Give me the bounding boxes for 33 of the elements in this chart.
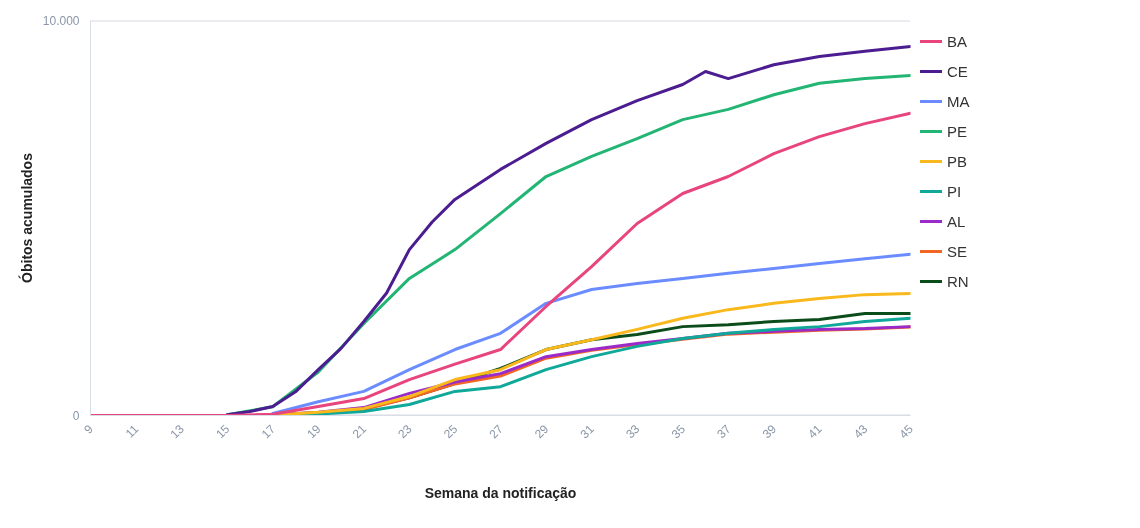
legend-label: MA	[947, 92, 970, 110]
x-tick-label: 29	[532, 421, 552, 442]
x-tick-label: 17	[258, 421, 279, 442]
x-tick-label: 45	[896, 421, 917, 442]
x-tick-label: 43	[850, 421, 871, 442]
x-tick-label: 13	[167, 421, 188, 442]
x-tick-label: 37	[714, 421, 734, 442]
x-tick-label: 9	[81, 421, 97, 437]
y-axis-title: Óbitos acumulados	[17, 152, 35, 283]
y-tick-label: 0	[72, 409, 80, 423]
legend-label: CE	[947, 62, 968, 80]
x-tick-label: 39	[759, 421, 780, 442]
legend-label: PI	[947, 182, 963, 200]
legend-label: BA	[947, 32, 968, 50]
x-tick-label: 31	[577, 421, 598, 442]
x-tick-label: 23	[395, 421, 415, 442]
x-tick-label: 21	[349, 421, 370, 442]
legend-label: PE	[947, 122, 968, 140]
x-tick-label: 11	[122, 421, 142, 441]
legend-label: RN	[947, 272, 969, 290]
x-tick-label: 19	[304, 421, 324, 442]
line-series	[271, 252, 911, 416]
x-tick-label: 27	[486, 421, 507, 442]
x-tick-label: 41	[805, 421, 825, 442]
x-tick-label: 35	[668, 421, 689, 442]
x-tick-label: 15	[213, 421, 233, 442]
x-tick-label: 25	[440, 421, 461, 442]
y-tick-label: 10.000	[42, 14, 80, 28]
x-tick-label: 33	[623, 421, 643, 442]
legend-label: PB	[947, 152, 968, 170]
x-axis-title: Semana da notificação	[424, 485, 577, 502]
legend-label: AL	[947, 212, 967, 230]
legend-label: SE	[947, 242, 968, 260]
